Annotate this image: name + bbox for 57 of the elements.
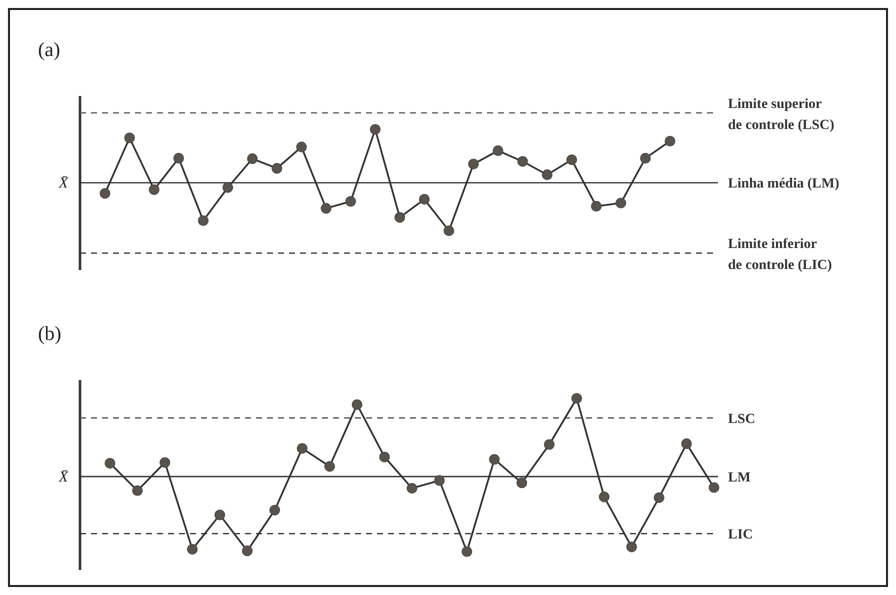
point [247, 153, 258, 164]
ref-line-label: Limite superior de controle (LSC) [728, 96, 835, 133]
point [187, 544, 198, 555]
point [272, 163, 282, 174]
point [566, 154, 578, 166]
point [640, 152, 651, 164]
point [379, 452, 390, 462]
point [214, 510, 226, 520]
point [419, 194, 430, 205]
y-axis-title: X̄ [58, 176, 69, 192]
point [324, 461, 335, 472]
point [198, 215, 209, 226]
point [100, 188, 110, 199]
point [148, 184, 160, 195]
point [492, 145, 504, 156]
point [664, 136, 676, 146]
point [708, 482, 720, 493]
point [598, 492, 610, 502]
y-axis-title: X̄ [58, 469, 69, 486]
point [222, 182, 234, 193]
point [345, 196, 356, 207]
point [352, 399, 362, 410]
point [516, 478, 528, 488]
point [444, 225, 454, 236]
point [434, 475, 445, 486]
ref-line-label: LSC [728, 412, 756, 427]
point [654, 492, 664, 503]
point [571, 393, 582, 404]
point [468, 158, 479, 170]
point [173, 152, 184, 164]
chart-title: (a) [38, 39, 60, 61]
point [542, 169, 552, 180]
point [320, 203, 332, 214]
point [370, 124, 381, 135]
point [591, 200, 602, 212]
point [296, 443, 308, 454]
point [132, 485, 143, 496]
point [517, 156, 528, 167]
ref-line-label: LM [728, 470, 751, 486]
point [394, 212, 406, 223]
point [124, 132, 135, 144]
point [681, 438, 692, 450]
chart-title: (b) [38, 323, 62, 345]
point [104, 458, 116, 469]
ref-line-label: Linha média (LM) [728, 176, 840, 192]
point [269, 504, 280, 516]
point [406, 482, 418, 494]
point [489, 454, 500, 465]
point [462, 546, 472, 557]
point [544, 439, 555, 450]
point [296, 142, 307, 152]
point [616, 198, 626, 208]
ref-line-label: Limite inferior de controle (LIC) [728, 237, 832, 274]
ref-line-label: LIC [728, 528, 753, 543]
point [626, 542, 637, 552]
point [242, 546, 253, 556]
point [160, 457, 170, 468]
